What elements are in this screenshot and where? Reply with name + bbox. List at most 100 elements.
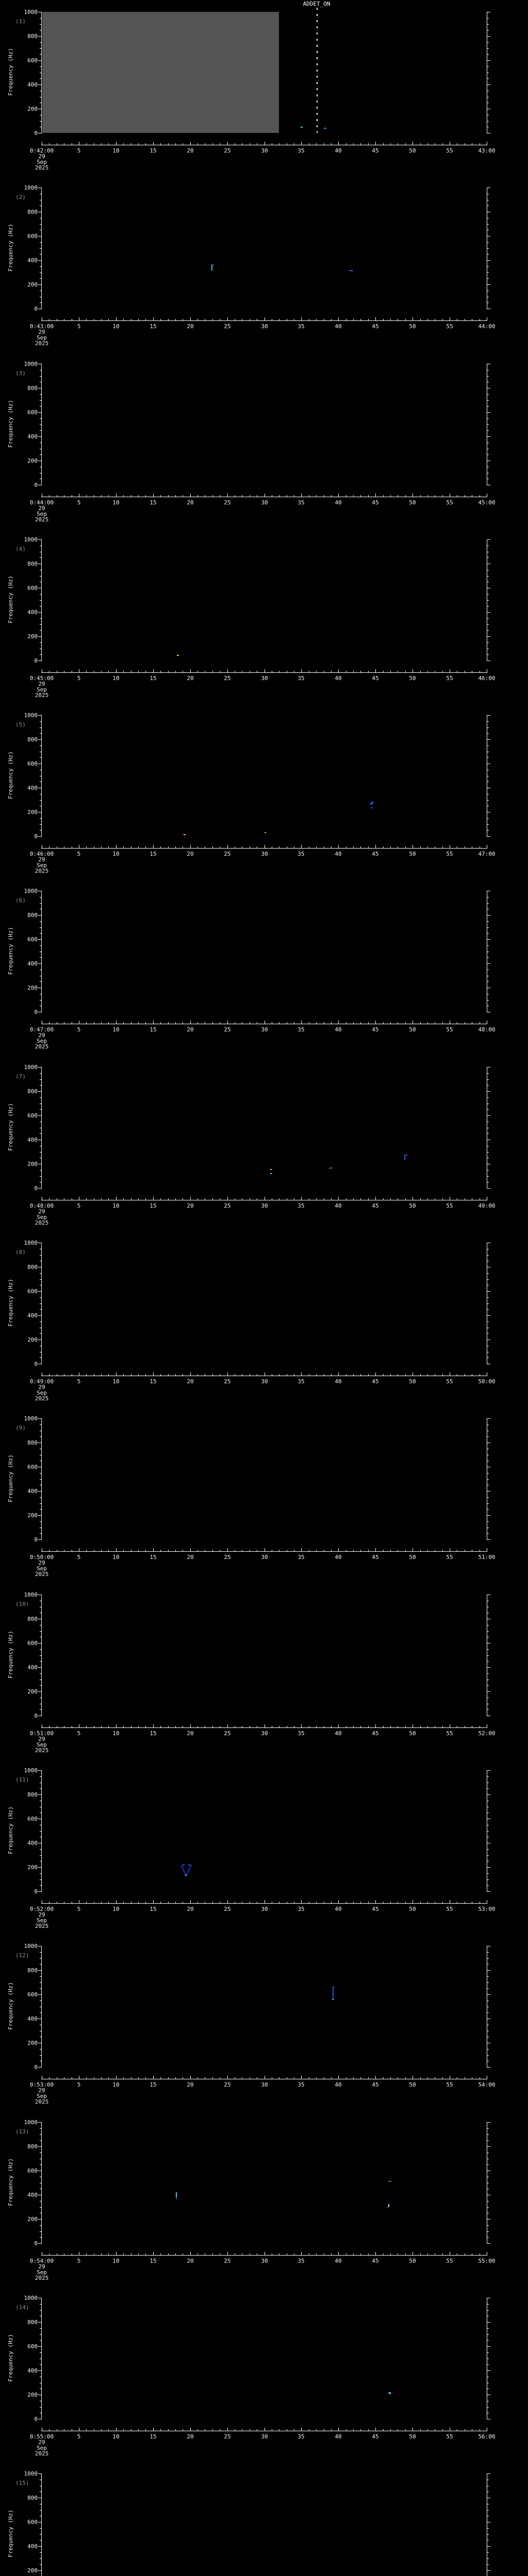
spectrogram-speck — [329, 1168, 330, 1169]
y-minor-tick — [487, 1709, 489, 1710]
time-tick-label: 0:51:00 — [29, 1730, 54, 1737]
spectrogram-speck — [404, 1155, 405, 1160]
y-minor-tick — [487, 721, 489, 722]
spectrogram-speck — [182, 1865, 183, 1867]
time-minor-tick — [212, 846, 213, 848]
time-tick-label: 55 — [446, 323, 453, 330]
time-minor-tick — [390, 143, 391, 145]
time-tick-label: 30 — [261, 1906, 268, 1912]
y-minor-tick — [487, 24, 489, 25]
time-tick-label: 25 — [224, 2258, 231, 2264]
time-tick-label: 10 — [112, 1378, 120, 1385]
y-minor-tick — [40, 430, 41, 431]
time-tick-label: 5 — [77, 2081, 81, 2088]
time-tick-label: 10 — [112, 499, 120, 506]
y-minor-tick — [40, 278, 41, 279]
time-tick-label: 50 — [409, 675, 416, 682]
time-minor-tick — [427, 319, 428, 320]
time-minor-tick — [383, 2077, 384, 2079]
time-tick-label: 35 — [298, 1378, 305, 1385]
y-axis-title: Frequency (Hz) — [7, 1806, 14, 1854]
time-tick-label: 55 — [446, 2258, 453, 2264]
time-tick-label: 30 — [261, 1202, 268, 1209]
time-minor-tick — [145, 319, 146, 320]
panel-index-label: (9) — [15, 1425, 26, 1431]
time-minor-tick — [383, 1550, 384, 1551]
y-minor-tick — [487, 1631, 489, 1632]
time-minor-tick — [442, 2077, 443, 2079]
y-major-tick — [38, 1970, 41, 1971]
time-minor-tick — [442, 846, 443, 848]
spectrogram-panel-3: (3) Frequency (Hz) 1000 800 600 400 200 0 0:44:0… — [0, 352, 528, 528]
spectrogram-speck — [188, 1871, 189, 1873]
time-major-tick — [153, 1548, 154, 1551]
time-tick-label: 55:00 — [478, 2258, 496, 2264]
time-tick-label: 25 — [224, 1730, 231, 1737]
date-line: Sep — [37, 1565, 47, 1572]
y-minor-tick — [40, 248, 41, 249]
y-tick-label: 1000 — [24, 1415, 38, 1422]
y-tick-label: 800 — [27, 1967, 38, 1974]
time-major-tick — [301, 669, 302, 672]
time-tick-label: 25 — [224, 147, 231, 154]
time-minor-tick — [390, 1902, 391, 1903]
spectrogram-panel-4: (4) Frequency (Hz) 1000 800 600 400 200 0 0:45:0… — [0, 528, 528, 703]
time-tick-label: 25 — [224, 851, 231, 857]
time-major-tick — [375, 1548, 376, 1551]
y-major-tick — [487, 1691, 490, 1692]
time-minor-tick — [101, 143, 102, 145]
time-axis-line — [41, 1903, 487, 1904]
y-minor-tick — [487, 624, 489, 625]
y-minor-tick — [487, 1958, 489, 1959]
time-minor-tick — [212, 1198, 213, 1200]
y-major-tick — [487, 1188, 490, 1189]
time-tick-label: 20 — [187, 1378, 194, 1385]
time-tick-label: 5 — [77, 1554, 81, 1561]
time-tick-label: 0:46:00 — [29, 851, 54, 857]
time-major-tick — [338, 494, 339, 497]
time-major-tick — [116, 1900, 117, 1903]
time-axis-line — [41, 1727, 487, 1728]
y-major-tick — [487, 1891, 490, 1892]
time-minor-tick — [442, 1550, 443, 1551]
y-minor-tick — [40, 1479, 41, 1480]
y-minor-tick — [487, 576, 489, 577]
y-major-tick — [38, 2546, 41, 2547]
time-tick-label: 40 — [335, 1026, 342, 1033]
spectrogram-panel-7: (7) Frequency (Hz) 1000 800 600 400 200 0 0:48:0… — [0, 1055, 528, 1231]
time-minor-tick — [123, 143, 124, 145]
time-major-tick — [375, 2252, 376, 2255]
y-tick-label: 400 — [27, 257, 38, 264]
y-tick-label: 1000 — [24, 888, 38, 894]
y-minor-tick — [487, 1885, 489, 1886]
time-minor-tick — [368, 2253, 369, 2255]
time-minor-tick — [160, 671, 161, 672]
y-tick-label: 200 — [27, 457, 38, 464]
y-major-tick — [487, 284, 490, 285]
time-minor-tick — [427, 1726, 428, 1727]
time-tick-label: 0:43:00 — [29, 323, 54, 330]
time-minor-tick — [383, 1198, 384, 1200]
time-major-tick — [190, 845, 191, 848]
y-minor-tick — [40, 42, 41, 43]
y-tick-label: 1000 — [24, 9, 38, 15]
time-minor-tick — [123, 1902, 124, 1903]
y-minor-tick — [487, 242, 489, 243]
y-minor-tick — [40, 1279, 41, 1280]
time-minor-tick — [197, 1550, 198, 1551]
time-tick-label: 45 — [372, 499, 379, 506]
time-tick-label: 20 — [187, 2433, 194, 2440]
time-minor-tick — [86, 1198, 87, 1200]
time-minor-tick — [405, 2429, 406, 2431]
y-axis-title: Frequency (Hz) — [7, 399, 14, 448]
y-tick-label: 800 — [27, 912, 38, 919]
y-axis-line-left — [41, 715, 42, 837]
spectrogram-panel-14: (14) Frequency (Hz) 1000 800 600 400 200 0 0:55:… — [0, 2286, 528, 2462]
y-minor-tick — [40, 254, 41, 255]
time-minor-tick — [49, 319, 50, 320]
time-minor-tick — [197, 1902, 198, 1903]
y-minor-tick — [40, 1533, 41, 1534]
time-major-tick — [412, 494, 413, 497]
y-minor-tick — [40, 2128, 41, 2129]
y-major-tick — [487, 836, 490, 837]
